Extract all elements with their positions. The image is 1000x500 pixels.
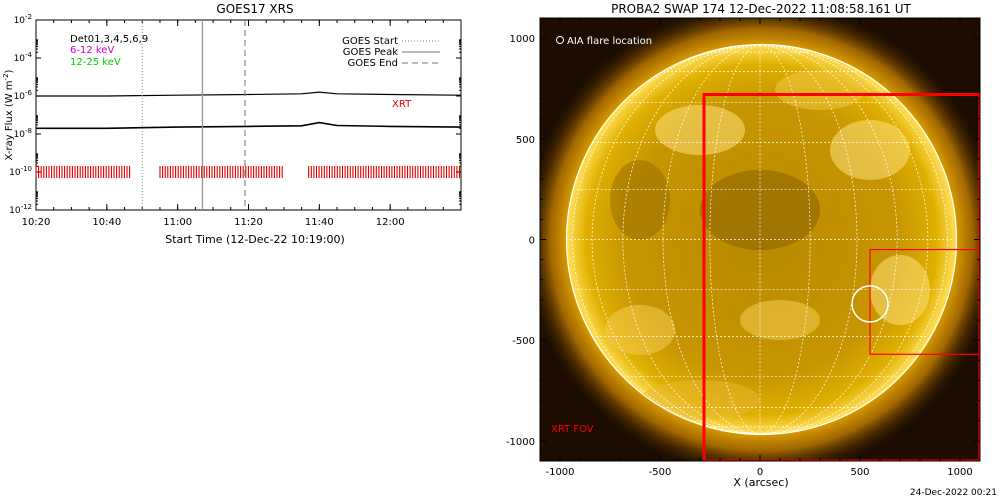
swap-x-tick-label: -500 xyxy=(649,467,672,478)
goes-marks xyxy=(35,20,462,210)
goes-panel: GOES17 XRS 10-12 10-10 10-8 10-6 10-4 10-2 10… xyxy=(2,2,462,246)
legend-marker-icon xyxy=(556,36,564,44)
goes-y-tick-label: 10-12 xyxy=(9,203,32,216)
xrt-coverage-segment xyxy=(308,166,461,178)
goes-y-tick-label: 10-4 xyxy=(14,51,33,64)
xrt-small-fov-box xyxy=(869,248,980,355)
swap-y-tick-label: -1000 xyxy=(506,437,535,448)
goes-y-tick-label: 10-6 xyxy=(14,89,33,102)
heliographic-grid xyxy=(566,45,954,434)
swap-x-tick-label: 1000 xyxy=(947,467,972,478)
aia-flare-location-marker xyxy=(851,285,889,323)
goes-x-tick-label: 10:40 xyxy=(92,217,121,228)
legend-goes-end: GOES End xyxy=(348,58,398,69)
meridian-line xyxy=(759,45,929,434)
goes-x-tick-label: 11:20 xyxy=(234,217,263,228)
goes-x-axis-label: Start Time (12-Dec-22 10:19:00) xyxy=(165,233,345,246)
meridian-line xyxy=(759,45,898,434)
legend-goes-peak: GOES Peak xyxy=(343,47,398,58)
goes-x-tick-label: 11:40 xyxy=(305,217,334,228)
meridian-line xyxy=(759,45,811,434)
xrt-label: XRT xyxy=(392,99,412,110)
xrt-coverage-segment xyxy=(159,166,283,178)
swap-y-axis: -1000 -500 0 500 1000 xyxy=(506,17,980,462)
goes-y-axis-label: X-ray Flux (W m-2) xyxy=(2,69,15,160)
meridian-line xyxy=(622,45,761,434)
swap-title: PROBA2 SWAP 174 12-Dec-2022 11:08:58.161… xyxy=(611,2,911,16)
goes-title: GOES17 XRS xyxy=(216,2,293,16)
goes-x-tick-label: 12:00 xyxy=(376,217,405,228)
goes-y-tick-label: 10-8 xyxy=(14,127,32,140)
swap-y-tick-label: 500 xyxy=(516,135,535,146)
swap-y-tick-label: 0 xyxy=(529,236,535,247)
meridian-line xyxy=(759,45,858,434)
goes-x-tick-label: 11:00 xyxy=(163,217,192,228)
xrt-fov-label: XRT FOV xyxy=(551,424,594,435)
swap-x-axis-label: X (arcsec) xyxy=(733,476,788,489)
goes-plot-frame xyxy=(35,19,462,211)
swap-x-axis: -1000 -500 0 500 1000 xyxy=(539,18,981,478)
swap-x-tick-label: 500 xyxy=(850,467,869,478)
band2-legend: 12-25 keV xyxy=(70,57,121,68)
band1-legend: 6-12 keV xyxy=(70,45,114,56)
goes-y-axis: 10-12 10-10 10-8 10-6 10-4 10-2 xyxy=(9,13,461,216)
swap-y-tick-label: 1000 xyxy=(510,34,535,45)
aia-legend: AIA flare location xyxy=(567,36,652,47)
goes-lightcurve-1 xyxy=(36,91,462,97)
swap-x-tick-label: 0 xyxy=(757,467,763,478)
swap-x-tick-label: -1000 xyxy=(545,467,574,478)
footer-date: 24-Dec-2022 00:21 xyxy=(910,488,997,498)
swap-y-tick-label: -500 xyxy=(512,336,535,347)
swap-image: AIA flare location XRT FOV xyxy=(540,18,980,461)
limb xyxy=(565,43,958,436)
legend-goes-start: GOES Start xyxy=(342,36,398,47)
goes-x-axis: 10:20 10:40 11:00 11:20 11:40 12:00 xyxy=(22,20,462,228)
meridian-line xyxy=(662,45,761,434)
goes-x-tick-label: 10:20 xyxy=(22,217,51,228)
goes-lightcurve-2 xyxy=(36,121,462,130)
det-legend: Det01,3,4,5,6,9 xyxy=(70,34,148,45)
meridian-line xyxy=(709,45,761,434)
xrt-coverage-segment xyxy=(35,166,131,178)
goes-y-tick-label: 10-10 xyxy=(9,165,32,178)
goes-y-tick-label: 10-2 xyxy=(14,13,32,26)
swap-panel: PROBA2 SWAP 174 12-Dec-2022 11:08:58.161… xyxy=(506,2,981,489)
meridian-line xyxy=(591,45,761,434)
